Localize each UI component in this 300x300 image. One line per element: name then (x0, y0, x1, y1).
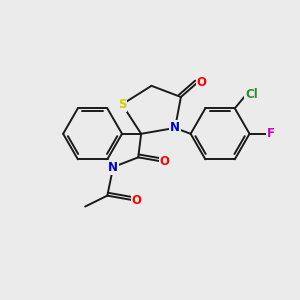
Text: O: O (132, 194, 142, 207)
Text: O: O (196, 76, 206, 89)
Text: S: S (118, 98, 126, 111)
Text: F: F (267, 127, 275, 140)
Text: N: N (170, 122, 180, 134)
Text: Cl: Cl (245, 88, 258, 101)
Text: O: O (160, 155, 170, 168)
Text: N: N (108, 160, 118, 174)
